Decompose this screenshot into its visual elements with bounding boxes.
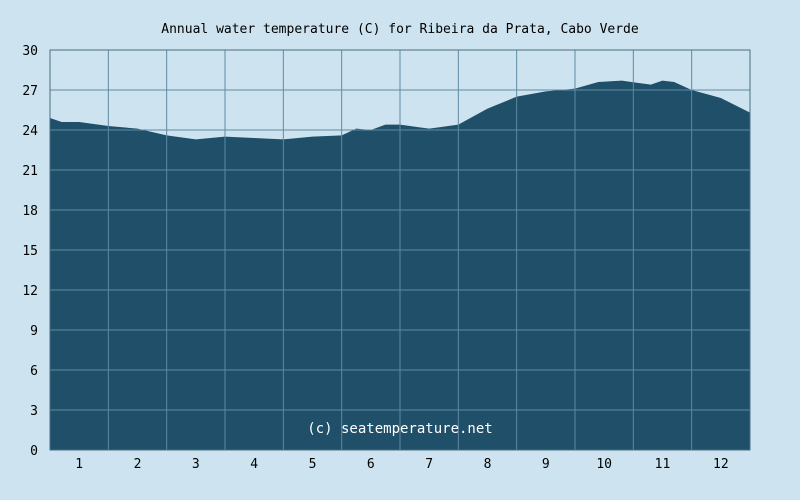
y-tick-label: 27 [22, 84, 38, 99]
x-tick-label: 6 [367, 457, 375, 472]
x-tick-label: 7 [425, 457, 433, 472]
x-tick-label: 10 [596, 457, 612, 472]
watermark: (c) seatemperature.net [307, 421, 492, 437]
y-tick-label: 15 [22, 244, 38, 259]
x-tick-label: 12 [713, 457, 729, 472]
y-tick-label: 18 [22, 204, 38, 219]
x-tick-label: 8 [484, 457, 492, 472]
x-tick-label: 2 [134, 457, 142, 472]
chart-title: Annual water temperature (C) for Ribeira… [161, 22, 639, 37]
y-tick-label: 9 [30, 324, 38, 339]
y-tick-label: 21 [22, 164, 38, 179]
y-tick-label: 3 [30, 404, 38, 419]
x-tick-label: 3 [192, 457, 200, 472]
y-tick-label: 12 [22, 284, 38, 299]
y-tick-label: 30 [22, 44, 38, 59]
y-tick-label: 6 [30, 364, 38, 379]
x-tick-label: 5 [309, 457, 317, 472]
x-tick-label: 9 [542, 457, 550, 472]
plot-border [49, 49, 751, 451]
x-tick-label: 11 [655, 457, 671, 472]
y-tick-label: 0 [30, 444, 38, 459]
x-tick-label: 4 [250, 457, 258, 472]
y-tick-label: 24 [22, 124, 38, 139]
x-tick-label: 1 [75, 457, 83, 472]
